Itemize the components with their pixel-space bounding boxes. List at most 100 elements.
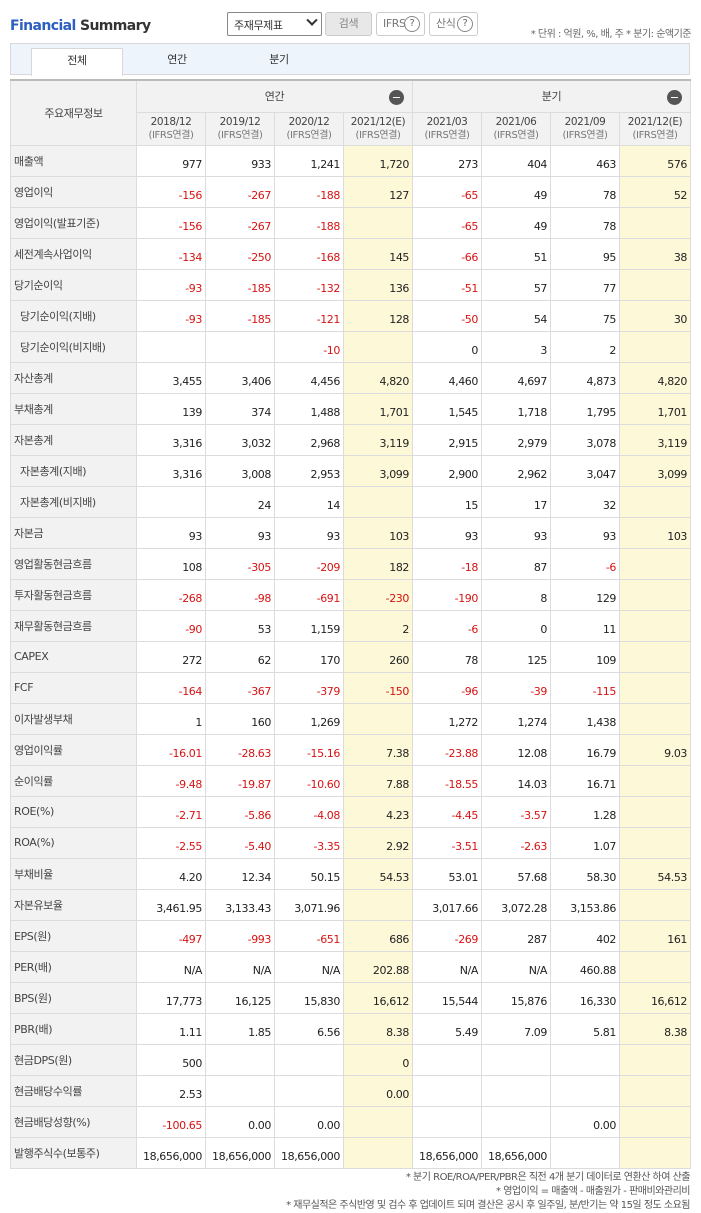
row-label[interactable]: 이자발생부채: [10, 702, 137, 735]
statement-type-select[interactable]: 주재무제표: [227, 12, 322, 36]
table-cell: 49: [481, 175, 552, 208]
table-cell: 8: [481, 578, 552, 611]
table-cell: 1.11: [136, 1012, 206, 1045]
table-cell: -65: [412, 206, 483, 239]
table-cell: [619, 609, 692, 642]
table-cell: 933: [205, 144, 275, 177]
table-cell: 24: [205, 485, 275, 518]
row-label[interactable]: 매출액: [10, 144, 137, 177]
table-row: PBR(배) 1.11 1.85 6.56 8.38 5.49 7.09 5.81 8.38: [10, 1012, 692, 1045]
tab-annual[interactable]: 연간: [167, 53, 187, 66]
table-cell: 103: [619, 516, 692, 549]
search-button[interactable]: 검색: [325, 12, 372, 36]
table-cell: N/A: [412, 950, 483, 983]
row-label[interactable]: EPS(원): [10, 919, 137, 952]
table-cell: 18,656,000: [481, 1136, 552, 1169]
table-body: 매출액 977 933 1,241 1,720 273 404 463 576 영업이익 -156-…: [10, 144, 692, 1169]
table-cell: 129: [550, 578, 621, 611]
table-cell: 1.85: [205, 1012, 275, 1045]
table-cell: 93: [481, 516, 552, 549]
table-cell: 3,032: [205, 423, 275, 456]
table-cell: 57: [481, 268, 552, 301]
row-label[interactable]: 현금DPS(원): [10, 1043, 137, 1076]
row-label[interactable]: 발행주식수(보통주): [10, 1136, 137, 1169]
row-label[interactable]: 자본유보율: [10, 888, 137, 921]
table-cell: [342, 330, 414, 363]
table-row: ROA(%) -2.55 -5.40 -3.35 2.92 -3.51 -2.63 1.07: [10, 826, 692, 859]
table-cell: [619, 950, 692, 983]
row-label[interactable]: ROA(%): [10, 826, 137, 859]
row-label[interactable]: 당기순이익(비지배): [10, 330, 137, 363]
table-cell: 3,316: [136, 423, 206, 456]
row-label[interactable]: 영업이익: [10, 175, 137, 208]
row-label[interactable]: 자산총계: [10, 361, 137, 394]
row-label[interactable]: CAPEX: [10, 640, 137, 673]
ifrs-help-button[interactable]: IFRS ?: [376, 12, 425, 36]
table-cell: 11: [550, 609, 621, 642]
table-cell: -96: [412, 671, 483, 704]
table-cell: -993: [205, 919, 275, 952]
row-label[interactable]: 자본총계(지배): [10, 454, 137, 487]
table-row: 부채총계 139 374 1,488 1,701 1,545 1,718 1,795 1,701: [10, 392, 692, 425]
row-label[interactable]: 재무활동현금흐름: [10, 609, 137, 642]
tab-quarterly[interactable]: 분기: [269, 53, 289, 66]
table-cell: [619, 671, 692, 704]
table-cell: [205, 330, 275, 363]
collapse-annual-icon[interactable]: [389, 90, 405, 105]
row-label[interactable]: ROE(%): [10, 795, 137, 828]
table-row: 영업이익률 -16.01 -28.63 -15.16 7.38 -23.88 12.08 16…: [10, 733, 692, 766]
table-cell: 3,078: [550, 423, 621, 456]
table-cell: 16,125: [205, 981, 275, 1014]
table-cell: 57.68: [481, 857, 552, 890]
row-label[interactable]: 순이익률: [10, 764, 137, 797]
row-label[interactable]: 부채총계: [10, 392, 137, 425]
table-row: 매출액 977 933 1,241 1,720 273 404 463 576: [10, 144, 692, 177]
tab-all[interactable]: 전체: [31, 48, 123, 76]
period-header: 2019/12 (IFRS연결): [205, 111, 275, 146]
period-header: 2021/12(E) (IFRS연결): [342, 111, 414, 146]
row-label[interactable]: PER(배): [10, 950, 137, 983]
table-cell: -9.48: [136, 764, 206, 797]
table-cell: 404: [481, 144, 552, 177]
collapse-quarter-icon[interactable]: [667, 90, 683, 105]
table-row: 영업활동현금흐름 108 -305 -209 182 -18 87 -6: [10, 547, 692, 580]
row-label[interactable]: 영업이익(발표기준): [10, 206, 137, 239]
row-label[interactable]: 부채비율: [10, 857, 137, 890]
row-label[interactable]: FCF: [10, 671, 137, 704]
table-cell: 3,047: [550, 454, 621, 487]
table-cell: -230: [342, 578, 414, 611]
row-label[interactable]: 현금배당성향(%): [10, 1105, 137, 1138]
table-cell: -305: [205, 547, 275, 580]
table-cell: -367: [205, 671, 275, 704]
table-cell: 1,720: [342, 144, 414, 177]
table-cell: 75: [550, 299, 621, 332]
table-cell: 7.88: [342, 764, 414, 797]
table-cell: [550, 1074, 621, 1107]
table-row: 당기순이익(비지배) -10 0 3 2: [10, 330, 692, 363]
table-cell: 8.38: [619, 1012, 692, 1045]
row-label[interactable]: 세전계속사업이익: [10, 237, 137, 270]
row-label[interactable]: BPS(원): [10, 981, 137, 1014]
row-label[interactable]: 자본금: [10, 516, 137, 549]
row-label[interactable]: 영업활동현금흐름: [10, 547, 137, 580]
table-cell: 3,099: [342, 454, 414, 487]
formula-help-button[interactable]: 산식 ?: [429, 12, 478, 36]
table-cell: 977: [136, 144, 206, 177]
row-label[interactable]: PBR(배): [10, 1012, 137, 1045]
table-cell: 16.71: [550, 764, 621, 797]
table-cell: 3: [481, 330, 552, 363]
table-cell: 0.00: [205, 1105, 275, 1138]
row-label[interactable]: 당기순이익(지배): [10, 299, 137, 332]
table-cell: 273: [412, 144, 483, 177]
row-label[interactable]: 현금배당수익률: [10, 1074, 137, 1107]
table-cell: [274, 1043, 344, 1076]
table-cell: -115: [550, 671, 621, 704]
row-label[interactable]: 영업이익률: [10, 733, 137, 766]
table-cell: -2.55: [136, 826, 206, 859]
table-cell: 576: [619, 144, 692, 177]
row-label[interactable]: 자본총계: [10, 423, 137, 456]
row-label[interactable]: 투자활동현금흐름: [10, 578, 137, 611]
row-label[interactable]: 자본총계(비지배): [10, 485, 137, 518]
table-cell: -39: [481, 671, 552, 704]
row-label[interactable]: 당기순이익: [10, 268, 137, 301]
